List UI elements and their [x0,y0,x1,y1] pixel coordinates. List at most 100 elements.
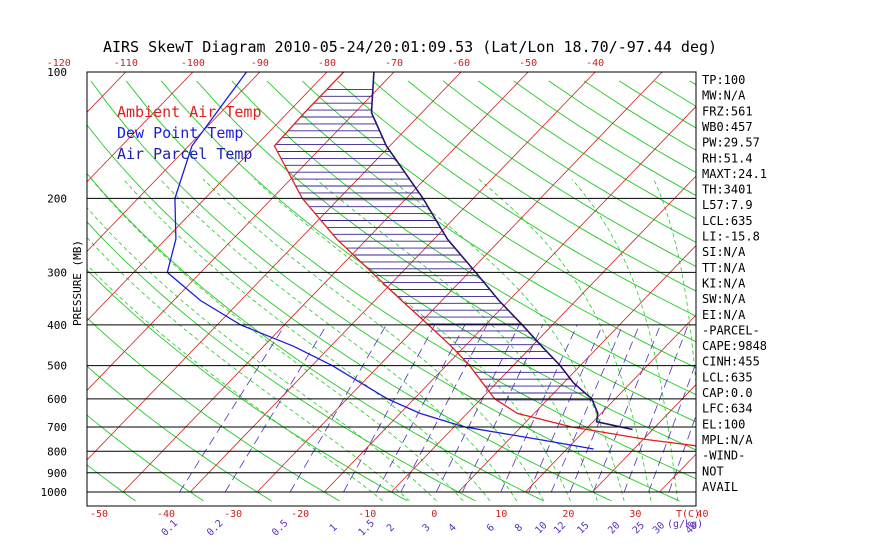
mixing-ratio-line [550,324,624,493]
top-temp-tick-label: -120 [47,58,71,69]
isotherm [122,72,529,493]
mixing-ratio-line [224,324,328,493]
isotherm [323,105,696,493]
bottom-temp-tick-label: -40 [157,509,175,520]
index-item: CAPE:9848 [702,339,767,353]
pressure-tick-label: 800 [47,445,67,458]
mixing-ratio-unit-label: (g/kg) [667,519,703,530]
mixing-ratio-line [179,324,286,493]
moist-adiabat [91,178,464,502]
bottom-temp-tick-label: 0 [431,509,437,520]
isotherm [87,72,395,391]
mixing-ratio-line [462,324,544,493]
mixing-ratio-line [668,414,696,493]
pressure-tick-label: 100 [47,66,67,79]
mixing-ratio-line [435,324,520,493]
legend-dew-point-temp: Dew Point Temp [117,124,243,142]
moist-adiabat [315,178,598,502]
isotherm [189,72,596,493]
legend-air-parcel-temp: Air Parcel Temp [117,145,252,163]
dry-adiabat [87,124,612,502]
bottom-temp-tick-label: 20 [562,509,574,520]
dry-adiabat [337,80,696,317]
moist-adiabat [390,178,625,501]
isotherm [256,72,663,493]
isotherm [458,244,696,493]
top-temp-tick-label: -80 [318,58,336,69]
dry-adiabat [87,414,204,502]
index-item: TP:100 [702,73,745,87]
index-item: -PARCEL- [702,323,760,337]
bottom-temp-tick-label: -30 [224,509,242,520]
index-item: CINH:455 [702,355,760,369]
index-item: LCL:635 [702,214,753,228]
legend: Ambient Air Temp Dew Point Temp Air Parc… [117,103,262,163]
index-item: AVAIL [702,480,738,494]
index-item: MPL:N/A [702,433,753,447]
bottom-temp-tick-label: -50 [90,509,108,520]
bottom-temp-tick-label: 30 [629,509,641,520]
index-item: LCL:635 [702,370,753,384]
dry-adiabat [160,80,696,451]
dry-adiabat [87,317,340,502]
moist-adiabat [202,178,544,502]
bottom-temp-tick-label: 40 [696,509,708,520]
index-item: TH:3401 [702,183,753,197]
bottom-temp-tick-label: 10 [495,509,507,520]
moist-adiabat [87,264,383,502]
index-item: NOT [702,464,724,478]
index-item: PW:29.57 [702,136,760,150]
top-temp-tick-label: -60 [452,58,470,69]
moist-adiabat [478,178,652,501]
index-item: SI:N/A [702,245,746,259]
dry-adiabat [87,269,408,502]
index-item: LFC:634 [702,402,753,416]
dry-adiabat [266,80,696,369]
mixing-ratio-line [400,324,488,493]
index-item: MW:N/A [702,89,746,103]
chart-title: AIRS SkewT Diagram 2010-05-24/20:01:09.5… [103,38,717,56]
index-item: LI:-15.8 [702,230,760,244]
legend-ambient-air-temp: Ambient Air Temp [117,103,262,121]
plot-frame [86,71,697,507]
isotherm [87,72,194,183]
pressure-tick-label: 400 [47,319,67,332]
dry-adiabat [87,221,476,502]
top-temp-tick-label: -70 [385,58,403,69]
index-item: EL:100 [702,417,745,431]
index-item: WB0:457 [702,120,753,134]
top-temp-tick-label: -100 [181,58,205,69]
dry-adiabat [372,80,696,292]
isotherm [87,72,462,461]
mixing-ratio-line [648,361,696,493]
moist-adiabat [254,178,571,502]
moist-adiabat [87,236,410,502]
dry-adiabat [87,365,272,502]
mixing-ratio-line [623,324,689,493]
isotherm [391,175,696,493]
dry-adiabat [301,80,696,343]
dry-adiabat [87,464,136,502]
mixing-ratio-line [592,324,661,493]
index-item: KI:N/A [702,276,746,290]
pressure-tick-label: 500 [47,360,67,373]
isotherm [87,72,328,322]
moist-adiabat [571,178,679,501]
moist-adiabat [87,207,437,502]
top-temp-tick-label: -90 [251,58,269,69]
mixing-ratio-line [569,324,640,493]
dry-adiabat [407,80,696,267]
isotherm [525,314,696,493]
moist-adiabat [123,178,491,502]
index-item: SW:N/A [702,292,746,306]
index-item: CAP:0.0 [702,386,753,400]
index-item: RH:51.4 [702,151,753,165]
mixing-ratio-line [343,324,436,493]
pressure-tick-label: 700 [47,421,67,434]
isotherm [87,72,261,252]
y-axis-label: PRESSURE (MB) [71,240,84,326]
top-temp-tick-label: -110 [114,58,138,69]
index-item: FRZ:561 [702,104,753,118]
